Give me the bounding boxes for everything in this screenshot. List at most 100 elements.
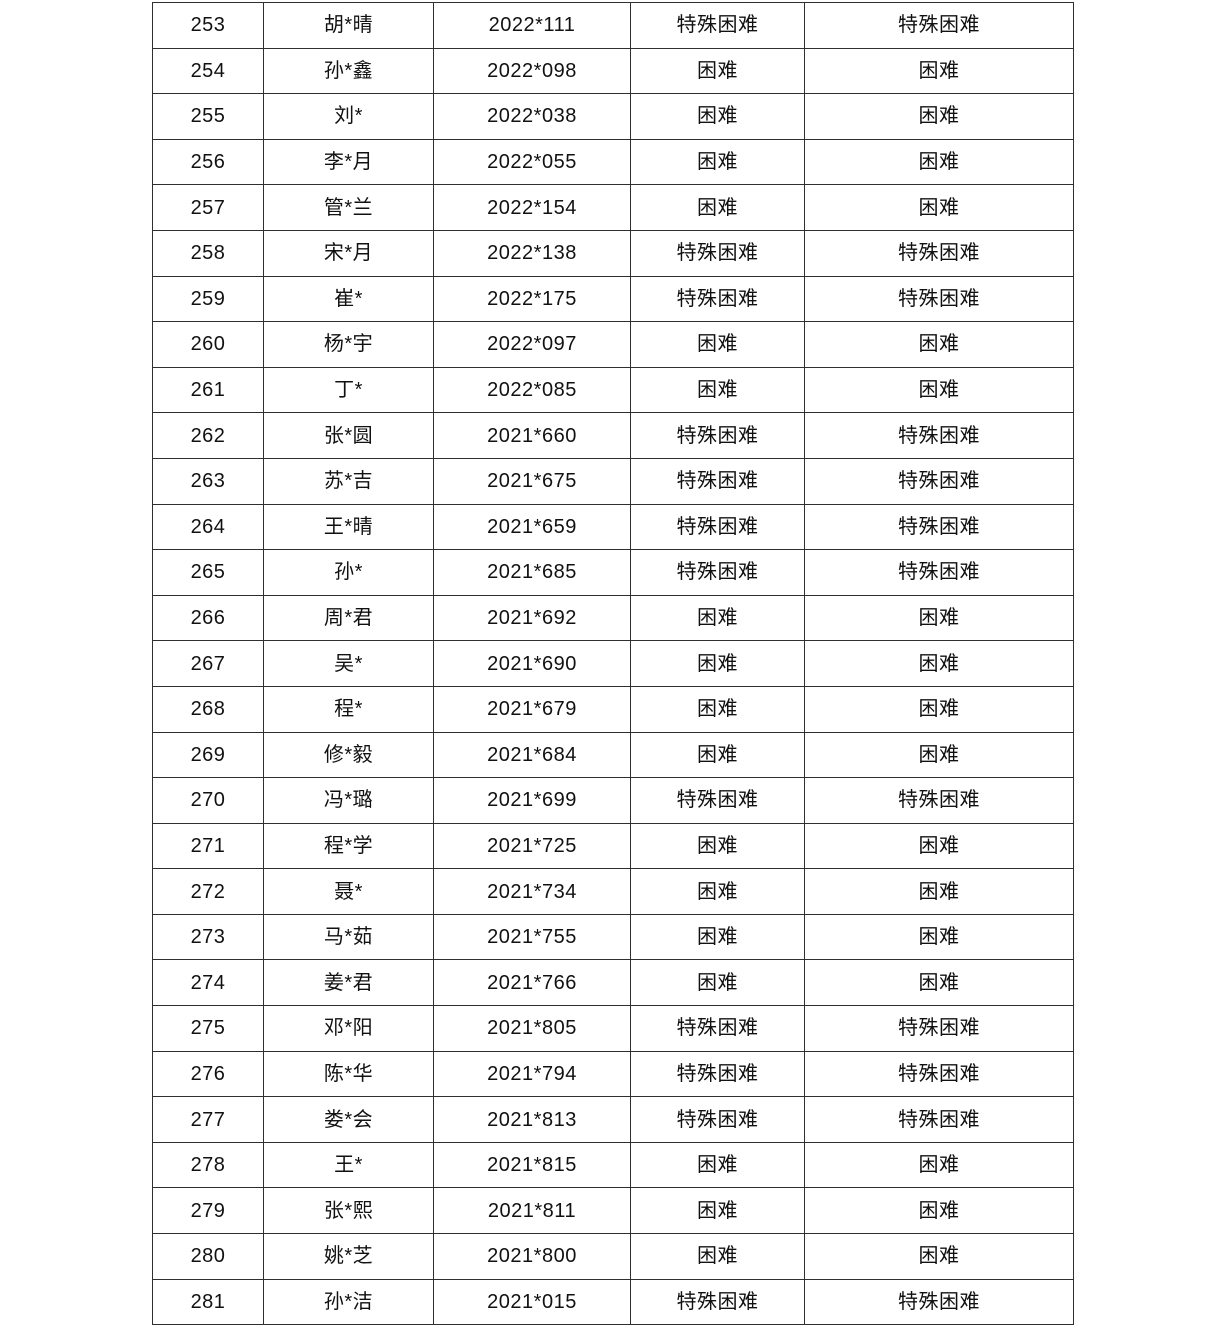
table-cell-masked-name: 马*茹 <box>263 913 434 961</box>
table-row: 271 程*学 2021*725 困难 困难 <box>152 822 1074 870</box>
table-cell-row-number: 257 <box>152 184 264 231</box>
table-cell-masked-id: 2021*685 <box>433 549 631 596</box>
table-cell-masked-name: 管*兰 <box>263 184 434 231</box>
table-row: 270 冯*璐 2021*699 特殊困难 特殊困难 <box>152 777 1074 824</box>
table-cell-level-column-1: 特殊困难 <box>630 549 805 596</box>
table-cell-masked-name: 孙*洁 <box>263 1278 434 1326</box>
table-row: 275 邓*阳 2021*805 特殊困难 特殊困难 <box>152 1005 1074 1052</box>
table-cell-row-number: 260 <box>152 321 264 368</box>
table-cell-level-column-2: 困难 <box>804 640 1074 687</box>
table-cell-level-column-1: 特殊困难 <box>630 777 805 824</box>
table-row: 253 胡*晴 2022*111 特殊困难 特殊困难 <box>152 2 1074 49</box>
table-cell-level-column-1: 困难 <box>630 1187 805 1235</box>
table-cell-masked-id: 2021*675 <box>433 457 631 505</box>
table-cell-masked-name: 聂* <box>263 868 434 915</box>
table-cell-level-column-2: 困难 <box>804 731 1074 779</box>
table-row: 264 王*晴 2021*659 特殊困难 特殊困难 <box>152 503 1074 551</box>
table-cell-level-column-1: 困难 <box>630 93 805 140</box>
table-cell-level-column-2: 特殊困难 <box>804 275 1074 323</box>
table-row: 254 孙*鑫 2022*098 困难 困难 <box>152 47 1074 95</box>
table-cell-level-column-2: 困难 <box>804 594 1074 642</box>
table-row: 269 修*毅 2021*684 困难 困难 <box>152 731 1074 779</box>
table-cell-masked-id: 2021*684 <box>433 731 631 779</box>
table-cell-row-number: 254 <box>152 47 264 95</box>
table-cell-masked-id: 2021*734 <box>433 868 631 915</box>
table-cell-masked-id: 2021*725 <box>433 822 631 870</box>
table-cell-level-column-1: 困难 <box>630 822 805 870</box>
table-cell-level-column-1: 困难 <box>630 594 805 642</box>
table-row: 265 孙* 2021*685 特殊困难 特殊困难 <box>152 549 1074 596</box>
table-cell-row-number: 281 <box>152 1278 264 1326</box>
table-cell-level-column-2: 特殊困难 <box>804 412 1074 459</box>
table-cell-level-column-1: 困难 <box>630 366 805 414</box>
table-cell-level-column-1: 困难 <box>630 685 805 733</box>
table-cell-row-number: 266 <box>152 594 264 642</box>
table-cell-row-number: 275 <box>152 1005 264 1052</box>
table-cell-row-number: 274 <box>152 959 264 1007</box>
table-cell-level-column-1: 特殊困难 <box>630 2 805 49</box>
table-cell-level-column-1: 特殊困难 <box>630 503 805 551</box>
table-cell-masked-id: 2021*679 <box>433 685 631 733</box>
table-cell-row-number: 265 <box>152 549 264 596</box>
table-cell-row-number: 269 <box>152 731 264 779</box>
aid-list-table: 253 胡*晴 2022*111 特殊困难 特殊困难 254 孙*鑫 2022*098 困难 困难… <box>152 2 1074 1326</box>
table-cell-level-column-2: 特殊困难 <box>804 2 1074 49</box>
table-cell-level-column-2: 困难 <box>804 321 1074 368</box>
table-cell-row-number: 278 <box>152 1141 264 1189</box>
table-row: 259 崔* 2022*175 特殊困难 特殊困难 <box>152 275 1074 323</box>
table-cell-masked-name: 宋*月 <box>263 229 434 277</box>
table-cell-level-column-1: 困难 <box>630 47 805 95</box>
table-cell-masked-id: 2021*755 <box>433 913 631 961</box>
table-cell-level-column-2: 特殊困难 <box>804 503 1074 551</box>
table-cell-masked-name: 张*熙 <box>263 1187 434 1235</box>
table-cell-masked-id: 2021*766 <box>433 959 631 1007</box>
table-cell-level-column-2: 特殊困难 <box>804 229 1074 277</box>
table-cell-masked-id: 2021*699 <box>433 777 631 824</box>
table-cell-masked-name: 姜*君 <box>263 959 434 1007</box>
table-cell-row-number: 256 <box>152 138 264 186</box>
table-cell-row-number: 277 <box>152 1096 264 1143</box>
table-cell-row-number: 276 <box>152 1050 264 1098</box>
table-cell-row-number: 253 <box>152 2 264 49</box>
table-row: 279 张*熙 2021*811 困难 困难 <box>152 1187 1074 1235</box>
table-cell-row-number: 258 <box>152 229 264 277</box>
table-cell-row-number: 279 <box>152 1187 264 1235</box>
table-cell-row-number: 263 <box>152 457 264 505</box>
table-cell-masked-name: 娄*会 <box>263 1096 434 1143</box>
table-cell-level-column-1: 困难 <box>630 640 805 687</box>
table-cell-row-number: 264 <box>152 503 264 551</box>
table-cell-masked-name: 孙* <box>263 549 434 596</box>
table-cell-level-column-2: 特殊困难 <box>804 777 1074 824</box>
table-cell-level-column-1: 困难 <box>630 959 805 1007</box>
table-cell-masked-name: 崔* <box>263 275 434 323</box>
table-cell-masked-id: 2021*800 <box>433 1233 631 1280</box>
table-cell-masked-name: 姚*芝 <box>263 1233 434 1280</box>
table-cell-masked-name: 李*月 <box>263 138 434 186</box>
table-cell-row-number: 259 <box>152 275 264 323</box>
table-cell-level-column-1: 特殊困难 <box>630 412 805 459</box>
table-cell-masked-id: 2021*659 <box>433 503 631 551</box>
table-row: 268 程* 2021*679 困难 困难 <box>152 685 1074 733</box>
table-cell-masked-id: 2021*805 <box>433 1005 631 1052</box>
table-row: 280 姚*芝 2021*800 困难 困难 <box>152 1233 1074 1280</box>
table-cell-level-column-1: 特殊困难 <box>630 275 805 323</box>
table-row: 257 管*兰 2022*154 困难 困难 <box>152 184 1074 231</box>
table-cell-level-column-2: 特殊困难 <box>804 1005 1074 1052</box>
table-cell-row-number: 272 <box>152 868 264 915</box>
table-row: 267 吴* 2021*690 困难 困难 <box>152 640 1074 687</box>
table-cell-level-column-2: 困难 <box>804 959 1074 1007</box>
table-cell-row-number: 255 <box>152 93 264 140</box>
table-cell-masked-id: 2022*098 <box>433 47 631 95</box>
table-cell-masked-name: 周*君 <box>263 594 434 642</box>
table-cell-row-number: 261 <box>152 366 264 414</box>
table-cell-level-column-2: 困难 <box>804 47 1074 95</box>
table-cell-level-column-2: 困难 <box>804 685 1074 733</box>
table-cell-level-column-1: 困难 <box>630 731 805 779</box>
table-row: 256 李*月 2022*055 困难 困难 <box>152 138 1074 186</box>
table-cell-level-column-2: 困难 <box>804 1233 1074 1280</box>
table-row: 266 周*君 2021*692 困难 困难 <box>152 594 1074 642</box>
table-row: 262 张*圆 2021*660 特殊困难 特殊困难 <box>152 412 1074 459</box>
table-cell-row-number: 262 <box>152 412 264 459</box>
table-cell-masked-id: 2022*175 <box>433 275 631 323</box>
table-cell-masked-name: 张*圆 <box>263 412 434 459</box>
